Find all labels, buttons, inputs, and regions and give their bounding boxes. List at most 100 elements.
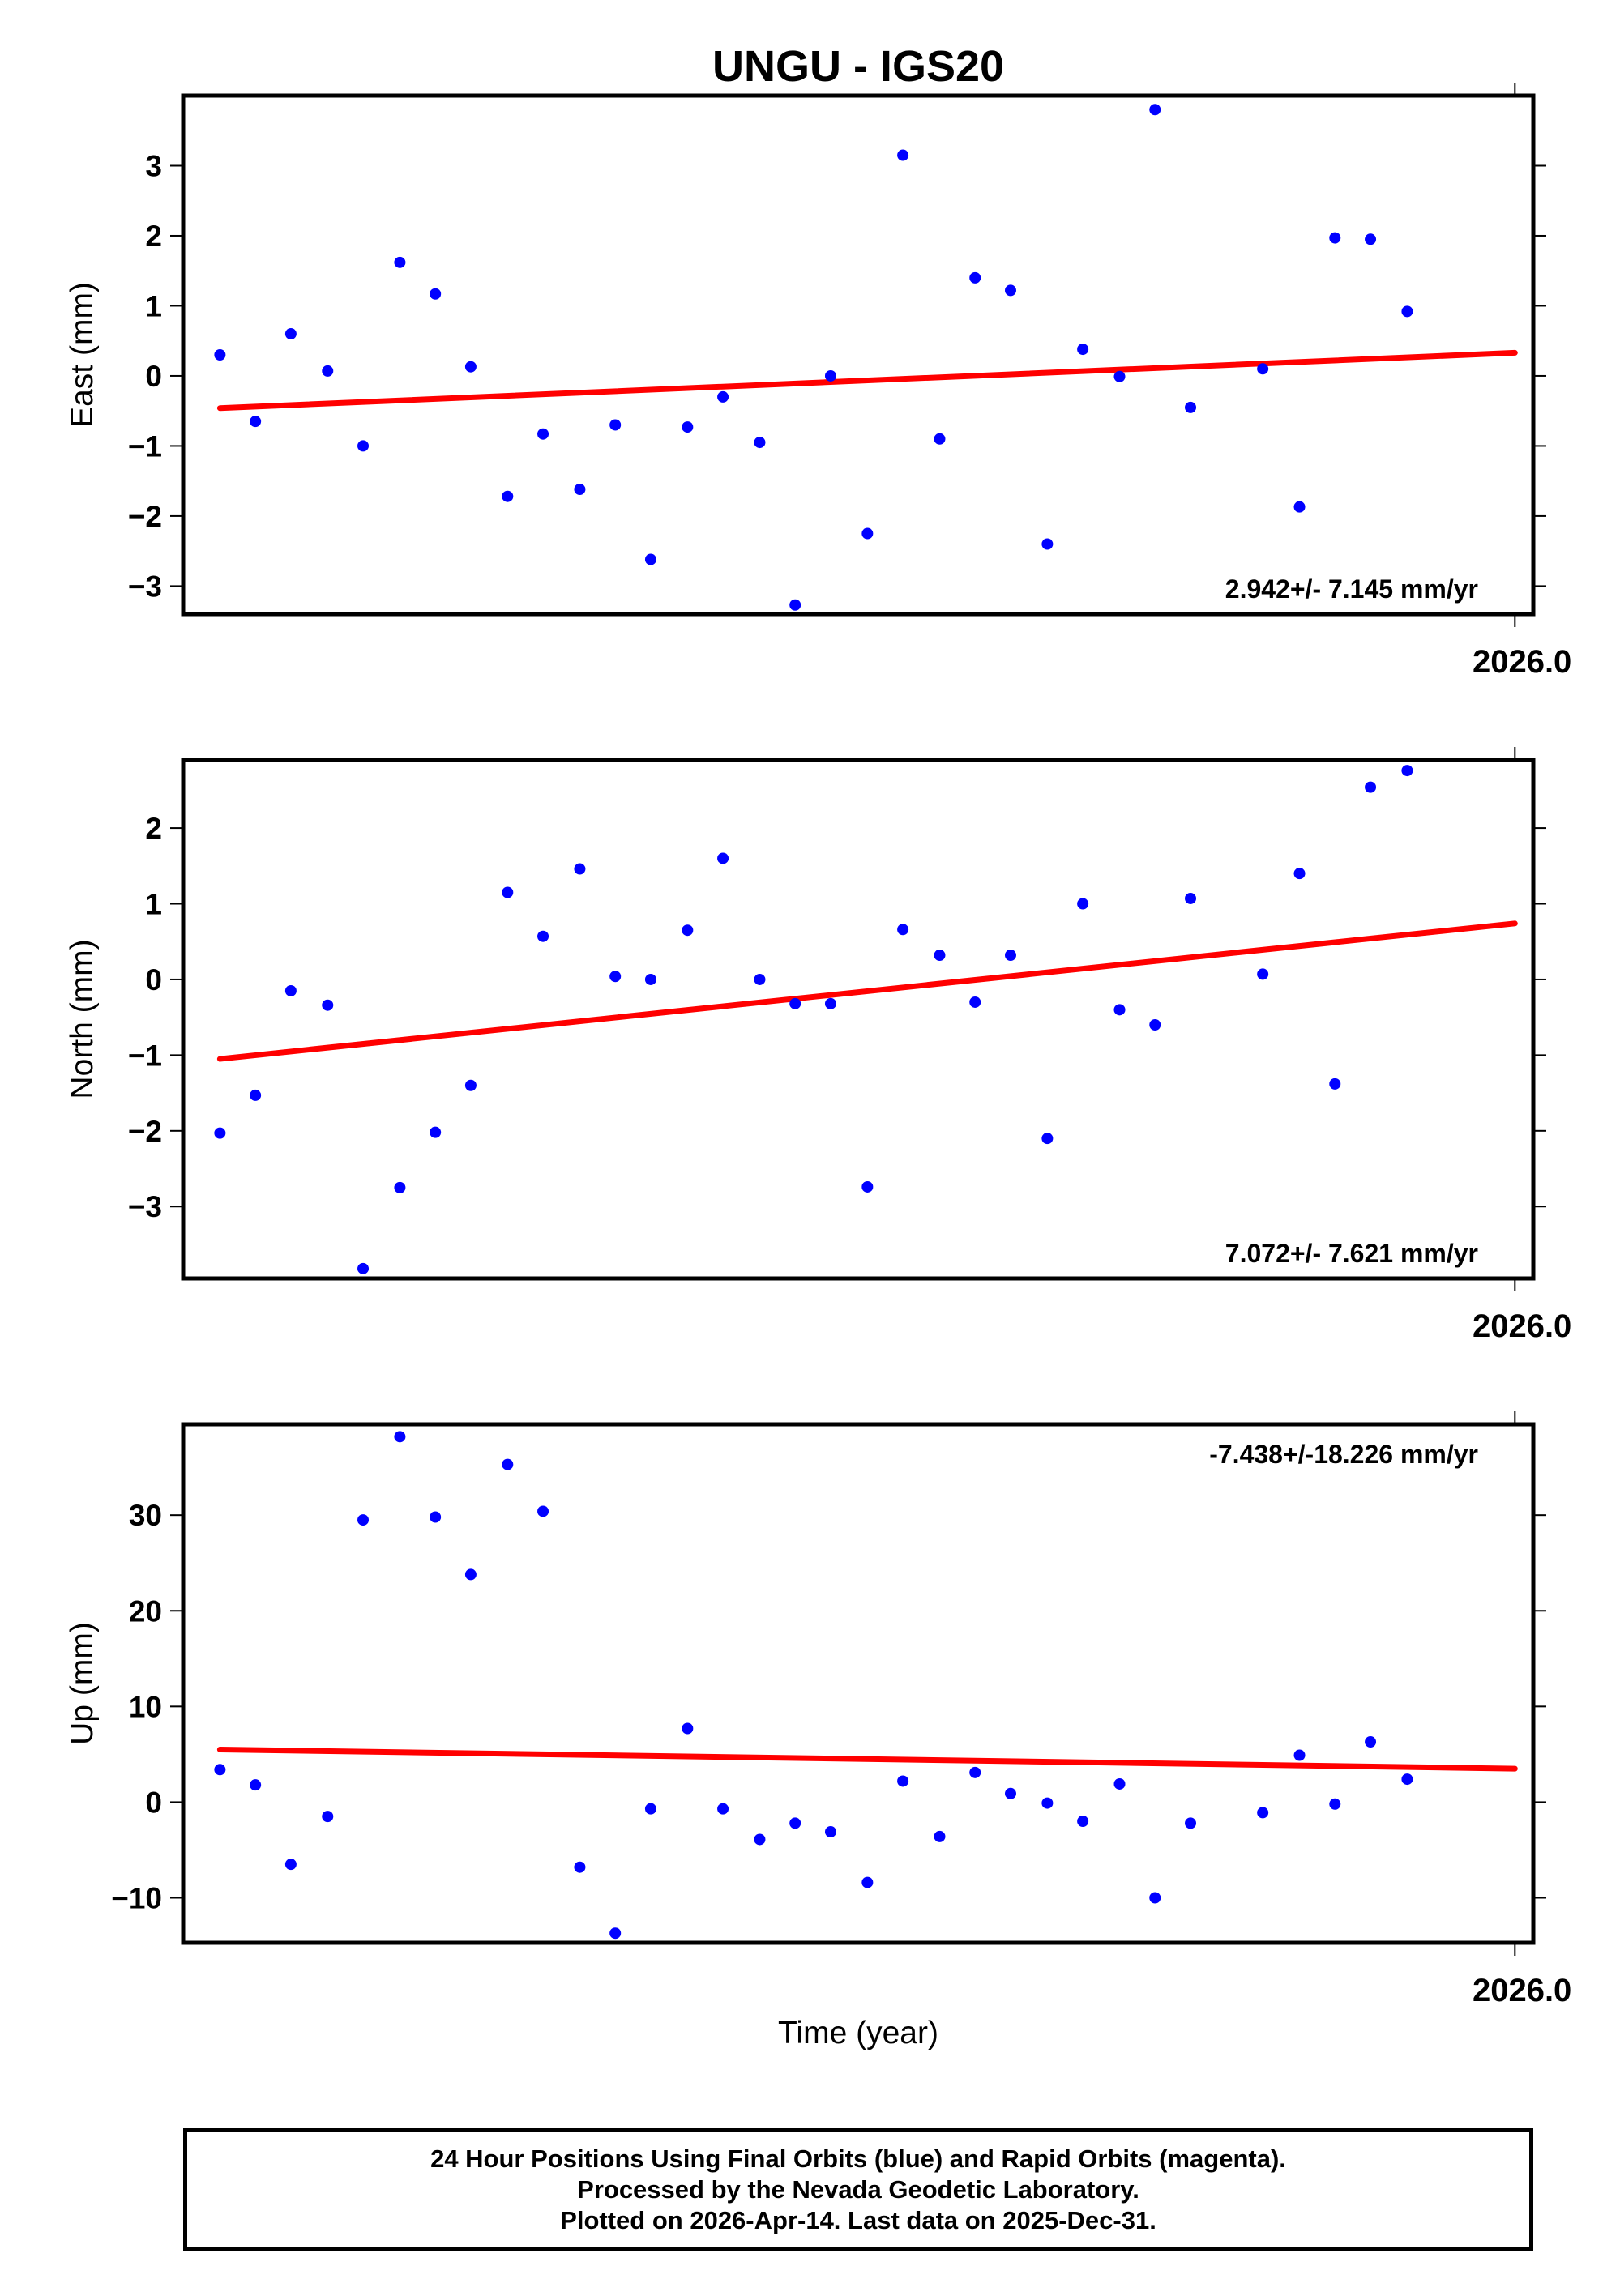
data-point <box>1401 305 1413 318</box>
data-point <box>394 256 406 268</box>
data-point <box>1113 1777 1126 1790</box>
y-tick-label: 0 <box>145 963 162 996</box>
plot-frame <box>181 1422 1536 1945</box>
rate-label: 2.942+/- 7.145 mm/yr <box>1225 574 1478 604</box>
data-point <box>1041 1797 1054 1809</box>
trend-line <box>216 920 1518 1062</box>
data-point <box>430 1511 442 1523</box>
data-point <box>502 1458 514 1470</box>
data-point <box>682 421 694 433</box>
data-point <box>969 996 981 1008</box>
data-point <box>861 1180 874 1193</box>
data-point <box>717 1803 729 1815</box>
data-point <box>897 1775 909 1787</box>
data-point <box>1293 501 1306 513</box>
data-point <box>1401 765 1413 777</box>
data-point <box>1365 1736 1377 1748</box>
data-point <box>934 433 946 445</box>
data-point <box>824 1826 836 1838</box>
data-point <box>682 1722 694 1735</box>
data-point <box>789 1817 801 1829</box>
footer-note: 24 Hour Positions Using Final Orbits (bl… <box>183 2128 1533 2251</box>
footer-line-2: Processed by the Nevada Geodetic Laborat… <box>577 2175 1139 2204</box>
data-point <box>644 1803 656 1815</box>
data-point <box>644 553 656 565</box>
data-point <box>322 1811 334 1823</box>
data-point <box>357 440 370 452</box>
data-point <box>754 1833 766 1846</box>
rate-label: 7.072+/- 7.621 mm/yr <box>1225 1239 1478 1268</box>
data-point <box>754 973 766 985</box>
data-point <box>1329 1078 1341 1090</box>
y-axis-label: North (mm) <box>65 939 100 1099</box>
data-point <box>214 1764 226 1776</box>
data-point <box>394 1181 406 1193</box>
data-point <box>1004 284 1016 297</box>
y-tick-label: 0 <box>145 360 162 393</box>
y-tick-label: 30 <box>129 1499 162 1532</box>
x-tick-label: 2026.0 <box>1473 1308 1571 1344</box>
data-point <box>430 288 442 300</box>
data-point <box>537 428 549 440</box>
data-point <box>357 1262 370 1274</box>
y-tick-label: 3 <box>145 149 162 182</box>
data-point <box>897 149 909 161</box>
y-tick-label: 1 <box>145 888 162 921</box>
data-point <box>430 1126 442 1138</box>
data-point <box>609 971 622 983</box>
panel-3: −10 0 10 20 30 2026.0 -7.438+/-18.226 mm/yr Up … <box>65 1411 1571 2008</box>
y-tick-label: −10 <box>111 1882 162 1915</box>
data-point <box>754 437 766 449</box>
y-tick-label: 10 <box>129 1690 162 1723</box>
x-axis-label: Time (year) <box>778 2016 938 2051</box>
y-tick-label: −1 <box>128 1039 162 1072</box>
data-point <box>861 1876 874 1888</box>
data-point <box>789 997 801 1009</box>
data-point <box>1257 1807 1269 1819</box>
trend-line <box>216 349 1518 412</box>
data-point <box>1149 1019 1161 1031</box>
data-point <box>861 527 874 540</box>
data-point <box>250 1089 262 1101</box>
data-point <box>394 1431 406 1443</box>
data-point <box>1113 1004 1126 1016</box>
data-point <box>284 328 297 340</box>
data-point <box>1185 892 1197 904</box>
data-point <box>609 1927 622 1940</box>
data-point <box>1077 898 1089 910</box>
data-point <box>969 1766 981 1778</box>
data-point <box>322 999 334 1011</box>
data-point <box>1041 538 1054 550</box>
data-point <box>934 950 946 962</box>
data-point <box>322 365 334 377</box>
data-point <box>464 1568 477 1581</box>
data-point <box>1004 1787 1016 1799</box>
data-point <box>1257 968 1269 980</box>
data-point <box>969 271 981 284</box>
data-point <box>1401 1773 1413 1786</box>
data-point <box>717 852 729 864</box>
data-point <box>1185 1817 1197 1829</box>
data-point <box>1004 950 1016 962</box>
data-point <box>1329 1798 1341 1810</box>
data-point <box>609 419 622 431</box>
data-point <box>1077 344 1089 356</box>
data-point <box>502 886 514 898</box>
data-point <box>284 984 297 996</box>
trend-line <box>216 1746 1518 1772</box>
data-point <box>824 369 836 382</box>
data-point <box>1365 781 1377 793</box>
plot-frame <box>181 758 1536 1281</box>
y-axis-label: East (mm) <box>65 282 100 428</box>
y-axis-label: Up (mm) <box>65 1622 100 1745</box>
footer-line-1: 24 Hour Positions Using Final Orbits (bl… <box>430 2144 1286 2173</box>
data-point <box>934 1830 946 1842</box>
data-point <box>897 924 909 936</box>
data-point <box>1365 233 1377 245</box>
data-point <box>574 1861 586 1873</box>
data-point <box>1041 1133 1054 1145</box>
data-point <box>1293 1749 1306 1761</box>
rate-label: -7.438+/-18.226 mm/yr <box>1209 1440 1478 1469</box>
data-point <box>1257 363 1269 375</box>
